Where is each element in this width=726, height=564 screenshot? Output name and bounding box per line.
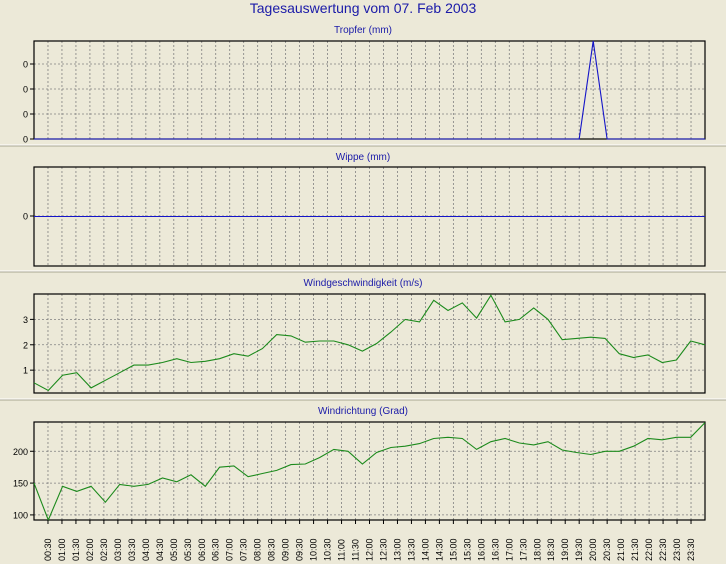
x-tick-label: 20:00 [588, 538, 598, 561]
x-tick-label: 09:00 [281, 538, 291, 561]
x-tick-label: 19:30 [574, 538, 584, 561]
x-tick-label: 21:30 [630, 538, 640, 561]
x-tick-label: 14:00 [420, 538, 430, 561]
x-tick-label: 04:00 [141, 538, 151, 561]
x-tick-label: 10:00 [309, 538, 319, 561]
x-tick-label: 03:00 [113, 538, 123, 561]
x-tick-label: 19:00 [560, 538, 570, 561]
x-tick-label: 03:30 [127, 538, 137, 561]
x-tick-label: 11:30 [351, 539, 361, 561]
x-tick-label: 05:30 [183, 538, 193, 561]
x-tick-label: 22:00 [644, 538, 654, 561]
x-tick-label: 05:00 [169, 538, 179, 561]
y-tick-label: 0 [23, 212, 28, 222]
x-tick-label: 17:30 [518, 538, 528, 561]
x-tick-label: 13:00 [392, 538, 402, 561]
x-tick-label: 11:00 [337, 539, 347, 561]
x-tick-label: 02:00 [85, 538, 95, 561]
x-tick-label: 12:00 [365, 538, 375, 561]
x-tick-label: 23:30 [686, 538, 696, 561]
x-tick-label: 18:30 [546, 538, 556, 561]
x-tick-label: 15:00 [448, 538, 458, 561]
y-tick-label: 0 [23, 85, 28, 95]
x-tick-label: 10:30 [323, 538, 333, 561]
y-tick-label: 200 [13, 447, 28, 457]
x-tick-label: 22:30 [658, 538, 668, 561]
x-tick-label: 06:30 [211, 538, 221, 561]
x-tick-label: 15:30 [462, 538, 472, 561]
x-tick-label: 08:30 [267, 538, 277, 561]
x-tick-label: 08:00 [253, 538, 263, 561]
x-tick-label: 06:00 [197, 538, 207, 561]
panel-title: Tropfer (mm) [334, 25, 392, 36]
y-tick-label: 0 [23, 60, 28, 70]
x-tick-label: 00:30 [43, 538, 53, 561]
x-tick-label: 07:00 [225, 538, 235, 561]
y-tick-label: 0 [23, 110, 28, 120]
series-line [34, 40, 705, 140]
x-tick-label: 12:30 [378, 538, 388, 561]
panel-title: Windrichtung (Grad) [318, 406, 408, 417]
page-title: Tagesauswertung vom 07. Feb 2003 [249, 0, 477, 16]
x-tick-label: 23:00 [672, 538, 682, 561]
x-tick-label: 02:30 [99, 538, 109, 561]
y-tick-label: 3 [23, 315, 28, 325]
series-line [33, 294, 706, 392]
plot-frame [33, 293, 706, 394]
x-tick-label: 21:00 [616, 538, 626, 561]
x-tick-label: 17:00 [504, 538, 514, 561]
y-tick-label: 0 [23, 135, 28, 145]
panel-title: Wippe (mm) [336, 152, 390, 163]
y-tick-label: 1 [23, 366, 28, 376]
y-tick-label: 150 [13, 479, 28, 489]
x-tick-label: 04:30 [155, 538, 165, 561]
x-tick-label: 16:30 [490, 538, 500, 561]
x-tick-label: 18:00 [532, 538, 542, 561]
series-line [33, 422, 706, 522]
x-tick-label: 01:00 [57, 538, 67, 561]
x-tick-label: 09:30 [295, 538, 305, 561]
x-tick-label: 13:30 [406, 538, 416, 561]
x-tick-label: 07:30 [239, 538, 249, 561]
x-tick-label: 01:30 [71, 538, 81, 561]
y-tick-label: 2 [23, 340, 28, 350]
y-tick-label: 100 [13, 510, 28, 520]
x-tick-label: 16:00 [476, 538, 486, 561]
x-tick-label: 14:30 [434, 538, 444, 561]
x-tick-label: 20:30 [602, 538, 612, 561]
panel-title: Windgeschwindigkeit (m/s) [304, 278, 423, 289]
